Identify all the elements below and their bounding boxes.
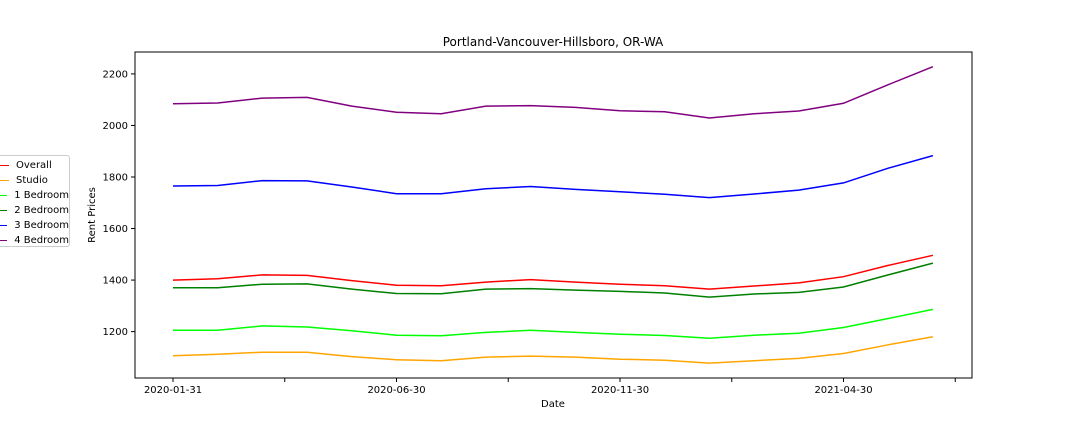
legend-label: 2 Bedroom	[14, 205, 69, 216]
legend-item-3-bedroom: 3 Bedroom	[0, 218, 69, 233]
series-line-2-bedroom	[173, 262, 934, 298]
legend-swatch	[0, 165, 9, 166]
y-tick-label: 2200	[103, 69, 128, 80]
legend-label: 3 Bedroom	[14, 220, 69, 231]
legend: Overall Studio 1 Bedroom 2 Bedroom 3 Bedroom…	[0, 155, 70, 247]
y-tick-label: 1400	[103, 276, 128, 287]
x-tick-label: 2020-01-31	[144, 385, 202, 396]
series-line-1-bedroom	[173, 308, 934, 340]
y-axis-label: Rent Prices	[87, 187, 98, 243]
y-tick-label: 2000	[103, 121, 128, 132]
y-tick-label: 1800	[103, 172, 128, 183]
plot-area	[134, 51, 973, 379]
series-line-studio	[172, 336, 934, 364]
legend-swatch	[0, 195, 8, 196]
x-axis-label: Date	[541, 399, 565, 410]
legend-label: Overall	[16, 160, 52, 171]
legend-swatch	[0, 225, 8, 226]
legend-swatch	[0, 240, 8, 241]
y-axis: 1200 1400 1600 1800 2000 2200	[103, 69, 135, 338]
x-tick-label: 2020-11-30	[591, 385, 649, 396]
x-tick-label: 2021-04-30	[814, 385, 872, 396]
legend-item-overall: Overall	[0, 158, 69, 173]
legend-item-studio: Studio	[0, 173, 69, 188]
legend-label: 4 Bedroom	[14, 235, 69, 246]
series-layer	[172, 66, 934, 364]
x-tick-label: 2020-06-30	[367, 385, 425, 396]
series-line-overall	[172, 254, 934, 290]
series-line-3-bedroom	[172, 154, 934, 199]
chart-title: Portland-Vancouver-Hillsboro, OR-WA	[443, 35, 664, 49]
legend-item-4-bedroom: 4 Bedroom	[0, 233, 69, 248]
series-line-4-bedroom	[172, 66, 934, 119]
x-axis: 2020-01-31 2020-06-30 2020-11-30 2021-04-30	[144, 378, 956, 396]
legend-label: 1 Bedroom	[14, 190, 69, 201]
y-tick-label: 1200	[103, 327, 128, 338]
legend-item-2-bedroom: 2 Bedroom	[0, 203, 69, 218]
legend-item-1-bedroom: 1 Bedroom	[0, 188, 69, 203]
y-tick-label: 1600	[103, 224, 128, 235]
legend-swatch	[0, 210, 8, 211]
legend-label: Studio	[16, 175, 48, 186]
legend-swatch	[0, 180, 9, 181]
